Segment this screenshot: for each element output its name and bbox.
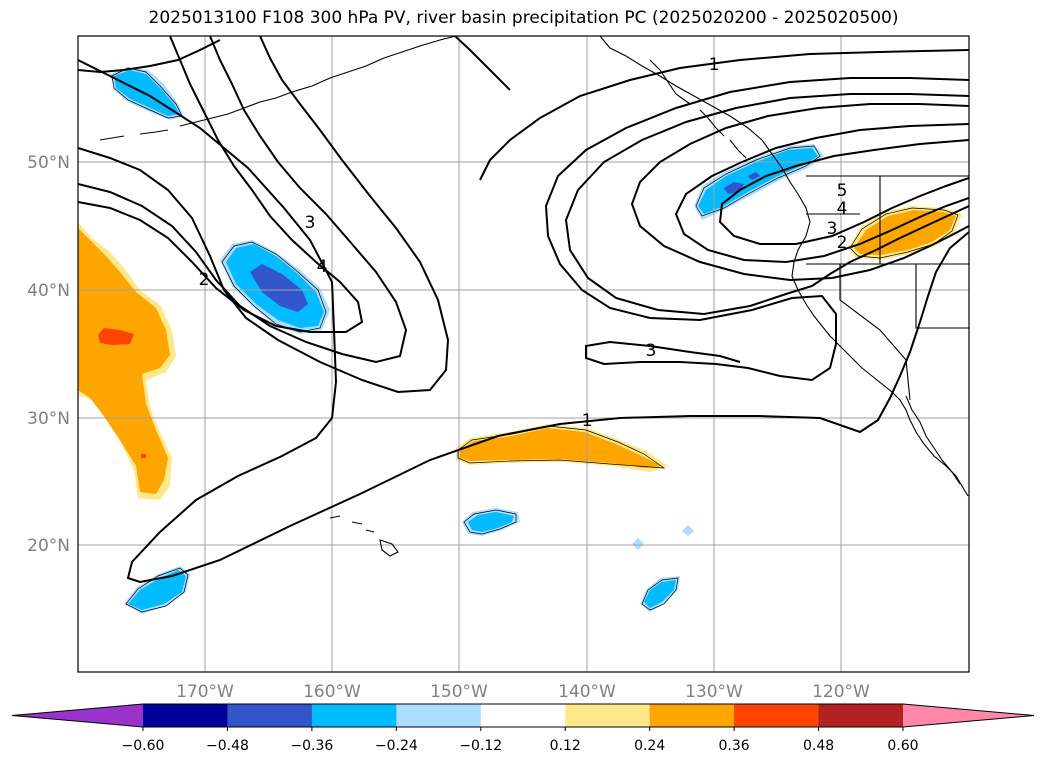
pv-contour-4-east	[674, 123, 969, 264]
colorbar-extend-low	[12, 704, 143, 727]
strong-pc-dot-west	[141, 454, 146, 458]
negative-pc-spot-southwest-core	[128, 570, 186, 610]
colorbar-label: −0.60	[122, 738, 165, 754]
outline-south	[641, 577, 679, 611]
colorbar-tick-labels: −0.60 −0.48 −0.36 −0.24 −0.12 0.12 0.24 …	[122, 738, 919, 754]
contour-label-2-west: 2	[199, 270, 210, 290]
southeast-alaska-islands	[649, 59, 747, 159]
lon-label-170w: 170°W	[176, 682, 234, 702]
colorbar-ticks	[142, 727, 904, 731]
colorbar-label: 0.24	[634, 738, 665, 754]
lon-label-130w: 130°W	[685, 682, 743, 702]
pv-contours	[78, 36, 969, 584]
pv-contour-1-east-large	[544, 77, 969, 382]
pv-contour-upper-left	[78, 39, 221, 74]
pv-contour-north-rim	[454, 36, 511, 91]
map-frame	[77, 35, 970, 673]
lat-label-30n: 30°N	[27, 409, 70, 429]
outline-pnw	[695, 145, 821, 217]
colorbar: −0.60 −0.48 −0.36 −0.24 −0.12 0.12 0.24 …	[11, 703, 1035, 754]
pv-contour-1-north	[78, 59, 969, 584]
colorbar-label: −0.24	[375, 738, 418, 754]
colorbar-extend-high	[903, 704, 1034, 727]
contour-label-2-east: 2	[837, 233, 848, 253]
alaska-coast	[599, 36, 969, 497]
lon-label-150w: 150°W	[430, 682, 488, 702]
negative-pc-region-midpacific-inner	[250, 264, 308, 312]
colorbar-cell	[227, 704, 313, 727]
colorbar-cell	[480, 704, 566, 727]
contour-label-3-west: 3	[305, 213, 316, 233]
pv-contour-5-east	[718, 139, 969, 245]
hawaii-islands	[329, 515, 399, 557]
pv-contour-3-west	[78, 36, 408, 364]
contour-label-1-south: 1	[582, 411, 593, 431]
negative-pc-spot-hawaii-north-core	[468, 512, 514, 532]
map-area: 1 1 2 3 4 3 5 4 3 2	[78, 36, 969, 672]
contour-label-3-east: 3	[827, 219, 838, 239]
negative-pc-dot-2	[682, 525, 694, 536]
outline-east	[849, 207, 959, 259]
colorbar-cells	[12, 704, 1034, 727]
contour-labels: 1 1 2 3 4 3 5 4 3 2	[199, 55, 848, 431]
colorbar-label: −0.36	[290, 738, 333, 754]
positive-pc-region-west-core	[78, 228, 170, 494]
colorbar-label: 0.36	[719, 738, 750, 754]
colorbar-label: 0.60	[887, 738, 918, 754]
colorbar-cell	[396, 704, 482, 727]
colorbar-cell	[734, 704, 820, 727]
precip-shading	[78, 67, 962, 614]
outline-southwest	[125, 567, 189, 613]
lat-label-40n: 40°N	[27, 281, 70, 301]
outline-hawaii-north	[463, 509, 517, 535]
negative-pc-dot-1	[632, 538, 644, 550]
contour-label-3-center: 3	[646, 341, 657, 361]
baja-california	[905, 395, 961, 485]
lat-label-50n: 50°N	[27, 153, 70, 173]
colorbar-cell	[818, 704, 904, 727]
figure-title: 2025013100 F108 300 hPa PV, river basin …	[148, 8, 899, 28]
contour-label-4-west: 4	[317, 257, 328, 277]
lon-label-120w: 120°W	[812, 682, 870, 702]
aleutian-chain	[99, 36, 457, 141]
graticule	[78, 36, 969, 672]
positive-pc-region-east-core	[854, 210, 956, 255]
colorbar-cell	[311, 704, 397, 727]
colorbar-label: −0.12	[459, 738, 502, 754]
colorbar-cell	[143, 704, 228, 727]
shading-outlines	[111, 67, 959, 613]
longitude-labels: 170°W 160°W 150°W 140°W 130°W 120°W	[176, 682, 870, 702]
lon-label-160w: 160°W	[303, 682, 361, 702]
contour-label-1-north: 1	[709, 55, 720, 75]
colorbar-cell	[565, 704, 651, 727]
negative-pc-region-pnw-inner-2	[748, 172, 760, 180]
negative-pc-spot-south-core	[644, 580, 676, 608]
pv-contour-4-west	[78, 36, 364, 333]
strong-pc-spot-west	[98, 328, 134, 345]
axis-labels: 170°W 160°W 150°W 140°W 130°W 120°W 50°N…	[27, 153, 870, 702]
colorbar-label: 0.48	[803, 738, 834, 754]
latitude-labels: 50°N 40°N 30°N 20°N	[27, 153, 70, 556]
contour-label-5-east: 5	[837, 181, 848, 201]
outline-midpacific	[221, 241, 327, 333]
colorbar-label: 0.12	[550, 738, 581, 754]
pv-contour-1-upper	[479, 49, 969, 181]
colorbar-label: −0.48	[206, 738, 249, 754]
pv-contour-2-west	[78, 36, 450, 394]
lat-label-20n: 20°N	[27, 536, 70, 556]
positive-pc-band-subtropical-core	[460, 428, 662, 468]
pv-contour-3-center	[564, 93, 969, 316]
pv-contour-2-east-outer	[630, 103, 969, 282]
lon-label-140w: 140°W	[558, 682, 616, 702]
contour-label-4-east: 4	[837, 199, 848, 219]
colorbar-cell	[649, 704, 735, 727]
